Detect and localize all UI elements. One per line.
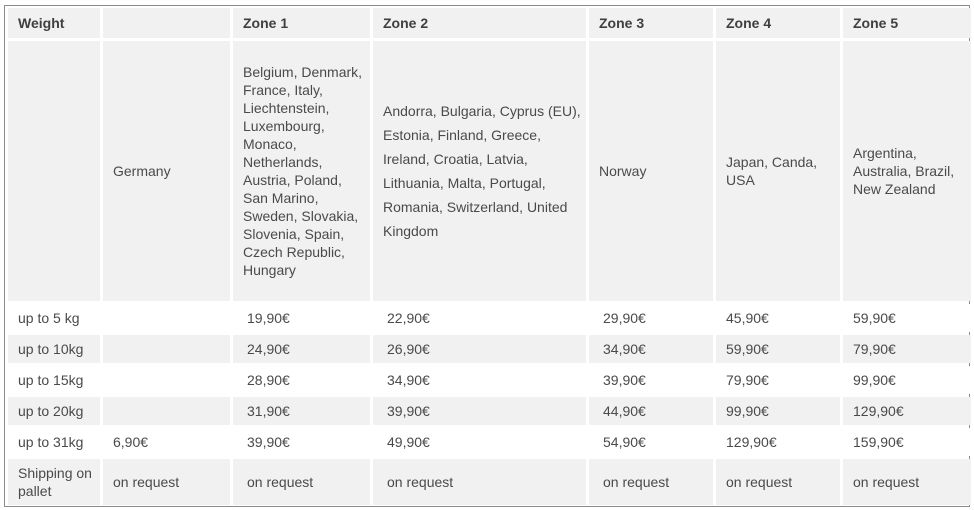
table-row: up to 10kg 24,90€ 26,90€ 34,90€ 59,90€ 7… — [8, 335, 971, 363]
table-row: up to 20kg 31,90€ 39,90€ 44,90€ 99,90€ 1… — [8, 397, 971, 425]
header-zone-4: Zone 4 — [716, 8, 840, 38]
header-zone-3: Zone 3 — [589, 8, 713, 38]
header-zone-2: Zone 2 — [373, 8, 586, 38]
shipping-rates-panel: Weight Zone 1 Zone 2 Zone 3 Zone 4 Zone … — [4, 5, 971, 507]
price-cell: 31,90€ — [233, 397, 370, 425]
price-cell: 29,90€ — [589, 304, 713, 332]
price-cell: 99,90€ — [843, 366, 971, 394]
price-cell: on request — [589, 459, 713, 505]
price-cell: 28,90€ — [233, 366, 370, 394]
table-row: up to 15kg 28,90€ 34,90€ 39,90€ 79,90€ 9… — [8, 366, 971, 394]
shipping-rates-table: Weight Zone 1 Zone 2 Zone 3 Zone 4 Zone … — [5, 5, 974, 508]
destinations-row: Germany Belgium, Denmark, France, Italy,… — [8, 41, 971, 301]
price-cell: 159,90€ — [843, 428, 971, 456]
price-cell: 59,90€ — [843, 304, 971, 332]
price-cell: 49,90€ — [373, 428, 586, 456]
weight-cell: up to 15kg — [8, 366, 100, 394]
destinations-zone-3: Norway — [589, 41, 713, 301]
destinations-zone-2: Andorra, Bulgaria, Cyprus (EU), Estonia,… — [373, 41, 586, 301]
price-cell: 19,90€ — [233, 304, 370, 332]
table-header-row: Weight Zone 1 Zone 2 Zone 3 Zone 4 Zone … — [8, 8, 971, 38]
destinations-label — [8, 41, 100, 301]
price-cell: 54,90€ — [589, 428, 713, 456]
price-cell: on request — [716, 459, 840, 505]
header-germany-blank — [103, 8, 230, 38]
price-cell: 39,90€ — [589, 366, 713, 394]
price-cell: 24,90€ — [233, 335, 370, 363]
price-cell — [103, 366, 230, 394]
destinations-germany: Germany — [103, 41, 230, 301]
price-cell: 34,90€ — [589, 335, 713, 363]
price-cell: on request — [373, 459, 586, 505]
price-cell: 39,90€ — [233, 428, 370, 456]
weight-cell: up to 31kg — [8, 428, 100, 456]
weight-cell: up to 10kg — [8, 335, 100, 363]
weight-cell: up to 5 kg — [8, 304, 100, 332]
price-cell — [103, 304, 230, 332]
price-cell: on request — [843, 459, 971, 505]
destinations-zone-5: Argentina, Australia, Brazil, New Zealan… — [843, 41, 971, 301]
table-row: up to 31kg 6,90€ 39,90€ 49,90€ 54,90€ 12… — [8, 428, 971, 456]
price-cell: 129,90€ — [843, 397, 971, 425]
price-cell — [103, 397, 230, 425]
price-cell — [103, 335, 230, 363]
price-cell: on request — [103, 459, 230, 505]
price-cell: 129,90€ — [716, 428, 840, 456]
price-cell: 26,90€ — [373, 335, 586, 363]
price-cell: 22,90€ — [373, 304, 586, 332]
price-cell: 6,90€ — [103, 428, 230, 456]
price-cell: 34,90€ — [373, 366, 586, 394]
price-cell: on request — [233, 459, 370, 505]
table-row: Shipping on pallet on request on request… — [8, 459, 971, 505]
price-cell: 39,90€ — [373, 397, 586, 425]
header-weight: Weight — [8, 8, 100, 38]
price-cell: 79,90€ — [716, 366, 840, 394]
price-cell: 99,90€ — [716, 397, 840, 425]
price-cell: 79,90€ — [843, 335, 971, 363]
weight-cell: Shipping on pallet — [8, 459, 100, 505]
header-zone-1: Zone 1 — [233, 8, 370, 38]
destinations-zone-1: Belgium, Denmark, France, Italy, Liechte… — [233, 41, 370, 301]
weight-cell: up to 20kg — [8, 397, 100, 425]
price-cell: 59,90€ — [716, 335, 840, 363]
price-cell: 45,90€ — [716, 304, 840, 332]
table-row: up to 5 kg 19,90€ 22,90€ 29,90€ 45,90€ 5… — [8, 304, 971, 332]
price-cell: 44,90€ — [589, 397, 713, 425]
header-zone-5: Zone 5 — [843, 8, 971, 38]
destinations-zone-4: Japan, Canda, USA — [716, 41, 840, 301]
